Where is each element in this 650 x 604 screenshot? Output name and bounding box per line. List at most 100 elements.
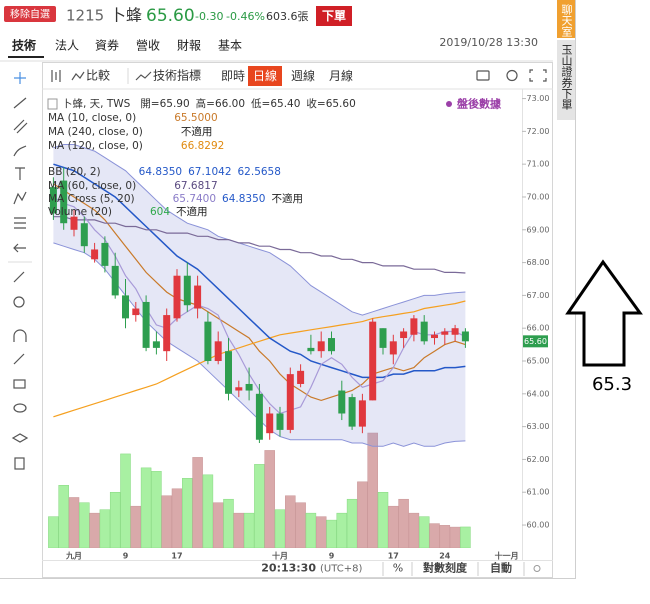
candle-body (255, 393, 263, 440)
tool-crosshair[interactable] (14, 72, 26, 84)
chat-tab-text[interactable]: 聊天室 (560, 3, 573, 37)
volume-bar (161, 495, 172, 548)
footer-log[interactable]: 對數刻度 (423, 561, 468, 575)
candle-body (276, 413, 284, 430)
tool-pencil[interactable] (13, 353, 25, 365)
tool-trash[interactable] (14, 457, 25, 470)
interval-button[interactable]: 日線 (253, 68, 277, 83)
tool-magnet[interactable] (13, 329, 27, 342)
footer-settings[interactable] (533, 565, 541, 572)
tool-channel[interactable] (13, 119, 28, 134)
volume-bar (315, 516, 327, 548)
volume-bar (429, 523, 440, 548)
change: -0.30 (195, 10, 223, 23)
candle-body (49, 187, 57, 214)
candle-icon[interactable] (51, 70, 61, 82)
fullscreen-icon[interactable] (529, 69, 547, 82)
volume-bar (377, 491, 389, 548)
legend-name: MA (10, close, 0) (48, 112, 136, 124)
order-button[interactable] (316, 6, 352, 26)
tool-lock[interactable] (13, 379, 26, 389)
indicators-button[interactable]: 技術指標 (153, 68, 201, 83)
indicator-line (53, 216, 466, 274)
tool-ruler[interactable] (13, 271, 25, 283)
volume-bar (99, 509, 111, 548)
volume-bar (418, 516, 430, 548)
indicator-icon[interactable] (135, 71, 152, 81)
tool-eye[interactable] (13, 403, 27, 413)
volume-bar (285, 495, 296, 548)
volume-bar (346, 498, 358, 548)
tool-layers[interactable] (11, 433, 29, 443)
tab[interactable]: 營收 (136, 39, 160, 53)
data-badge: 盤後數據 (456, 97, 502, 111)
candle-body (183, 275, 191, 306)
stock-code: 1215 (66, 7, 104, 25)
tool-line[interactable] (13, 97, 27, 109)
tool-zoom[interactable] (13, 296, 25, 308)
tab[interactable]: 財報 (177, 38, 201, 53)
tab[interactable]: 資券 (95, 38, 119, 53)
interval-button[interactable]: 即時 (221, 69, 245, 83)
volume-bar (449, 526, 461, 548)
interval-button[interactable]: 月線 (329, 68, 353, 83)
legend-value: 66.8292 (181, 140, 224, 152)
volume-bar (68, 497, 80, 548)
y-tick-label: 62.00 (527, 455, 550, 464)
candle-body (431, 334, 438, 339)
settings-icon[interactable] (506, 69, 518, 82)
volume-bar (388, 505, 399, 548)
tool-back[interactable] (13, 243, 26, 253)
broker-tab-text[interactable]: 玉山證券下單 (560, 44, 573, 110)
annotation-text: 65.3 (592, 374, 632, 395)
order-button-text[interactable]: 下單 (322, 9, 346, 23)
y-tick-label: 65.00 (527, 357, 550, 366)
legend-value: 604 (150, 206, 170, 218)
toolbar (51, 68, 547, 84)
chat-tab[interactable] (557, 0, 575, 38)
legend-name: MA (60, close, 0) (48, 180, 136, 192)
drawing-tools (8, 72, 32, 470)
interval-button[interactable]: 週線 (291, 68, 315, 83)
tab[interactable]: 法人 (55, 39, 79, 53)
candle-body (173, 275, 181, 319)
volume-bar (182, 478, 193, 548)
camera-icon[interactable] (476, 70, 490, 81)
volume-bar (398, 498, 409, 548)
legend-ohlc: 高=66.00 (196, 97, 245, 110)
volume-bar (305, 512, 317, 548)
broker-tab[interactable] (557, 40, 575, 120)
legend-name: MA (120, close, 0) (48, 140, 143, 152)
compare-icon[interactable] (71, 71, 85, 81)
y-tick-label: 63.00 (527, 422, 550, 431)
tool-text[interactable] (15, 167, 25, 180)
legend-value: 67.6817 (174, 180, 217, 192)
volume-bar (295, 502, 306, 548)
candle-body (152, 341, 160, 348)
candle-body (245, 383, 253, 391)
tool-pattern[interactable] (13, 191, 27, 205)
y-tick-label: 73.00 (527, 94, 550, 103)
candle-body (410, 318, 418, 335)
badge[interactable] (4, 6, 56, 22)
x-tick-label: 17 (171, 552, 182, 561)
tab[interactable]: 技術 (12, 38, 36, 53)
plot-area (48, 144, 471, 548)
annotation-arrow (565, 259, 643, 367)
legend-name: BB (20, 2) (48, 166, 101, 178)
tab[interactable]: 基本 (218, 39, 242, 53)
footer-auto[interactable]: 自動 (490, 561, 512, 575)
compare-button[interactable]: 比較 (86, 68, 110, 83)
tool-brush[interactable] (13, 145, 27, 157)
footer-percent[interactable]: % (393, 562, 403, 575)
badge-text[interactable]: 移除自選 (10, 8, 50, 21)
indicator-line (53, 183, 466, 402)
tool-fib[interactable] (14, 217, 26, 229)
interval-active-bg[interactable] (248, 66, 282, 86)
legend-ohlc: 開=65.90 (140, 98, 189, 110)
legend-collapse[interactable] (47, 98, 58, 110)
y-tick-label: 61.00 (527, 488, 550, 497)
candle-body (80, 223, 88, 247)
candle-body (101, 242, 109, 266)
